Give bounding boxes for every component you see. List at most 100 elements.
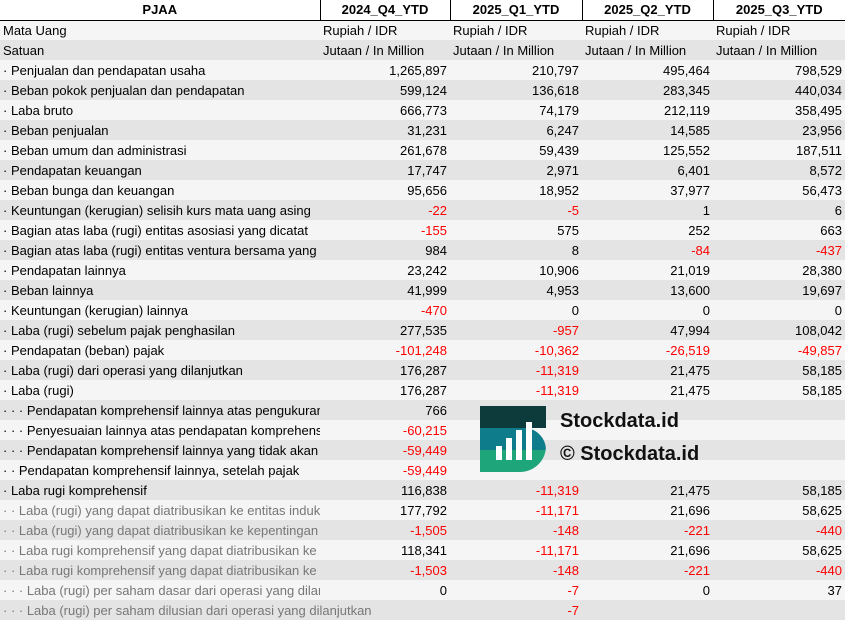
row-value: -11,171	[450, 500, 582, 520]
row-value: 23,242	[320, 260, 450, 280]
row-value: -11,319	[450, 480, 582, 500]
row-value: 116,838	[320, 480, 450, 500]
row-value: 663	[713, 220, 845, 240]
row-label: Satuan	[0, 40, 320, 60]
row-label: · Beban umum dan administrasi	[0, 140, 320, 160]
table-row: · Pendapatan lainnya 23,242 10,906 21,019 28…	[0, 260, 845, 280]
row-label: · Keuntungan (kerugian) lainnya	[0, 300, 320, 320]
table-row: · Laba (rugi) 176,287 -11,319 21,475 58,185	[0, 380, 845, 400]
table-row: · Bagian atas laba (rugi) entitas asosia…	[0, 220, 845, 240]
row-label: · · · Pendapatan komprehensif lainnya ya…	[0, 440, 320, 460]
row-value: 47,994	[582, 320, 713, 340]
row-value: 1,265,897	[320, 60, 450, 80]
row-value: -26,519	[582, 340, 713, 360]
row-label: · · Laba rugi komprehensif yang dapat di…	[0, 540, 320, 560]
row-label: · Laba rugi komprehensif	[0, 480, 320, 500]
row-value: 19,697	[713, 280, 845, 300]
row-value	[713, 600, 845, 620]
row-value: -49,857	[713, 340, 845, 360]
row-value: 21,019	[582, 260, 713, 280]
row-value: 95,656	[320, 180, 450, 200]
row-value: 28,380	[713, 260, 845, 280]
row-label: · Keuntungan (kerugian) selisih kurs mat…	[0, 200, 320, 220]
table-row: · · · Penyesuaian lainnya atas pendapata…	[0, 420, 845, 440]
row-value: 74,179	[450, 100, 582, 120]
row-value: -84	[582, 240, 713, 260]
row-value: Jutaan / In Million	[582, 40, 713, 60]
row-value: 4,953	[450, 280, 582, 300]
table-row: · Laba (rugi) dari operasi yang dilanjut…	[0, 360, 845, 380]
row-value: 125,552	[582, 140, 713, 160]
row-label: · Pendapatan (beban) pajak	[0, 340, 320, 360]
row-value: -1,505	[320, 520, 450, 540]
row-value: 58,185	[713, 380, 845, 400]
row-value	[713, 420, 845, 440]
row-label: · · · Laba (rugi) per saham dasar dari o…	[0, 580, 320, 600]
row-label: · · Laba (rugi) yang dapat diatribusikan…	[0, 520, 320, 540]
row-value: 21,475	[582, 360, 713, 380]
row-value: 58,625	[713, 540, 845, 560]
row-value: -155	[320, 220, 450, 240]
row-value: 666,773	[320, 100, 450, 120]
row-value: 17,747	[320, 160, 450, 180]
row-label: · Pendapatan keuangan	[0, 160, 320, 180]
row-label: · Penjualan dan pendapatan usaha	[0, 60, 320, 80]
row-value: 0	[320, 580, 450, 600]
row-value: 0	[582, 300, 713, 320]
row-value: 599,124	[320, 80, 450, 100]
row-value: 8	[450, 240, 582, 260]
table-row: · Pendapatan (beban) pajak -101,248 -10,36…	[0, 340, 845, 360]
row-value: 136,618	[450, 80, 582, 100]
row-value: -60,215	[320, 420, 450, 440]
row-label: · Beban lainnya	[0, 280, 320, 300]
row-value	[582, 460, 713, 480]
row-value: 187,511	[713, 140, 845, 160]
table-row: · Laba (rugi) sebelum pajak penghasilan 2…	[0, 320, 845, 340]
row-value: Jutaan / In Million	[713, 40, 845, 60]
row-value: -1,503	[320, 560, 450, 580]
row-label: · Bagian atas laba (rugi) entitas ventur…	[0, 240, 320, 260]
row-value: 984	[320, 240, 450, 260]
row-value: 108,042	[713, 320, 845, 340]
row-value: 21,696	[582, 500, 713, 520]
row-value	[582, 600, 713, 620]
row-value	[582, 420, 713, 440]
table-row: · Keuntungan (kerugian) selisih kurs mat…	[0, 200, 845, 220]
row-value: 176,287	[320, 360, 450, 380]
row-value: Rupiah / IDR	[450, 20, 582, 40]
table-row: · Pendapatan keuangan 17,747 2,971 6,401 8,5…	[0, 160, 845, 180]
row-value: -440	[713, 520, 845, 540]
row-label: · · Laba (rugi) yang dapat diatribusikan…	[0, 500, 320, 520]
row-value: -437	[713, 240, 845, 260]
row-value: 37,977	[582, 180, 713, 200]
meta-row: Mata Uang Rupiah / IDR Rupiah / IDR Rupiah …	[0, 20, 845, 40]
row-value: 0	[582, 580, 713, 600]
header-row: PJAA 2024_Q4_YTD 2025_Q1_YTD 2025_Q2_YTD…	[0, 0, 845, 21]
row-value: 10,906	[450, 260, 582, 280]
row-value: -59,449	[320, 460, 450, 480]
row-value: Jutaan / In Million	[450, 40, 582, 60]
row-label: · Laba (rugi)	[0, 380, 320, 400]
row-value: Rupiah / IDR	[713, 20, 845, 40]
row-value: -11,171	[450, 540, 582, 560]
row-label: · Beban pokok penjualan dan pendapatan	[0, 80, 320, 100]
row-value: Rupiah / IDR	[320, 20, 450, 40]
table-row: · Laba rugi komprehensif 116,838 -11,319 21…	[0, 480, 845, 500]
row-label: · Pendapatan lainnya	[0, 260, 320, 280]
row-value	[713, 460, 845, 480]
row-value: 177,792	[320, 500, 450, 520]
row-value: -11,319	[450, 380, 582, 400]
row-value	[450, 460, 582, 480]
row-value: 6	[713, 200, 845, 220]
row-value: 23,956	[713, 120, 845, 140]
row-value: 210,797	[450, 60, 582, 80]
row-value: 277,535	[320, 320, 450, 340]
row-value: 798,529	[713, 60, 845, 80]
row-value: -7	[450, 580, 582, 600]
table-row: · · Laba (rugi) yang dapat diatribusikan…	[0, 500, 845, 520]
table-row: · Keuntungan (kerugian) lainnya -470 0 0 0	[0, 300, 845, 320]
row-value: 575	[450, 220, 582, 240]
row-value	[450, 420, 582, 440]
row-label: · · Pendapatan komprehensif lainnya, set…	[0, 460, 320, 480]
